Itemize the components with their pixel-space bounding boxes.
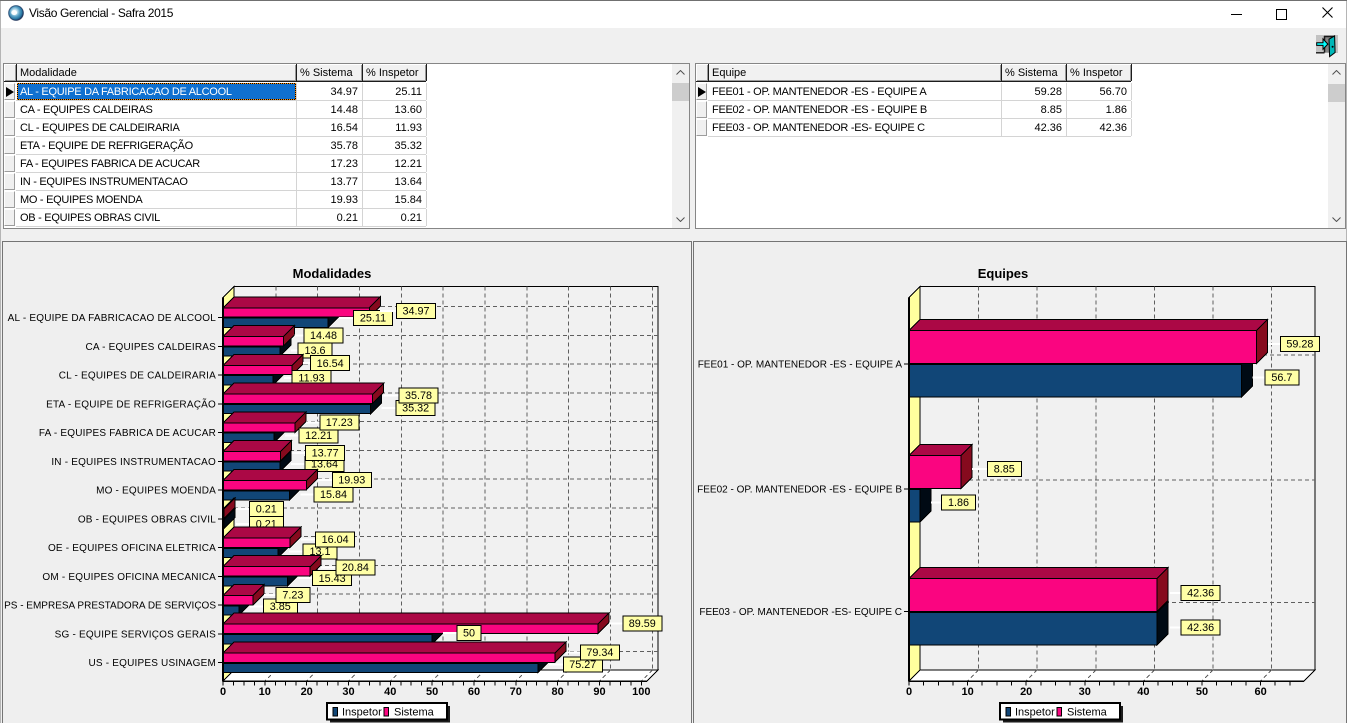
svg-text:15.43: 15.43 bbox=[319, 573, 346, 585]
svg-text:0: 0 bbox=[220, 686, 226, 698]
svg-text:0.21: 0.21 bbox=[256, 503, 277, 515]
svg-text:60: 60 bbox=[468, 686, 480, 698]
svg-text:42.36: 42.36 bbox=[1187, 622, 1214, 634]
svg-text:FEE01 - OP. MANTENEDOR -ES - E: FEE01 - OP. MANTENEDOR -ES - EQUIPE A bbox=[698, 359, 903, 370]
svg-text:10: 10 bbox=[961, 686, 973, 698]
svg-text:14.48: 14.48 bbox=[310, 330, 337, 342]
svg-text:90: 90 bbox=[593, 686, 605, 698]
svg-text:20: 20 bbox=[1020, 686, 1032, 698]
svg-text:MO - EQUIPES MOENDA: MO - EQUIPES MOENDA bbox=[96, 486, 216, 497]
svg-text:CL - EQUIPES DE CALDEIRARIA: CL - EQUIPES DE CALDEIRARIA bbox=[59, 371, 216, 382]
svg-text:15.84: 15.84 bbox=[320, 489, 347, 501]
svg-text:30: 30 bbox=[342, 686, 354, 698]
svg-text:FEE02 - OP. MANTENEDOR -ES - E: FEE02 - OP. MANTENEDOR -ES - EQUIPE B bbox=[697, 484, 902, 495]
svg-text:75.27: 75.27 bbox=[569, 659, 596, 671]
svg-text:FEE03 - OP. MANTENEDOR -ES- EQ: FEE03 - OP. MANTENEDOR -ES- EQUIPE C bbox=[699, 607, 902, 618]
svg-text:IN - EQUIPES INSTRUMENTACAO: IN - EQUIPES INSTRUMENTACAO bbox=[51, 457, 216, 468]
svg-text:16.54: 16.54 bbox=[317, 358, 344, 370]
svg-text:35.32: 35.32 bbox=[402, 403, 429, 415]
svg-text:0: 0 bbox=[906, 686, 912, 698]
svg-text:8.85: 8.85 bbox=[994, 464, 1015, 476]
svg-text:US - EQUIPES USINAGEM: US - EQUIPES USINAGEM bbox=[88, 658, 216, 669]
svg-text:11.93: 11.93 bbox=[298, 373, 324, 385]
svg-text:OM - EQUIPES OFICINA MECANICA: OM - EQUIPES OFICINA MECANICA bbox=[42, 572, 216, 583]
svg-text:OB - EQUIPES OBRAS CIVIL: OB - EQUIPES OBRAS CIVIL bbox=[78, 514, 216, 525]
svg-text:20.84: 20.84 bbox=[342, 562, 369, 574]
svg-text:89.59: 89.59 bbox=[629, 618, 656, 630]
svg-text:19.93: 19.93 bbox=[338, 475, 365, 487]
svg-text:SG - EQUIPE SERVIÇOS GERAIS: SG - EQUIPE SERVIÇOS GERAIS bbox=[55, 630, 216, 641]
svg-text:13.64: 13.64 bbox=[311, 459, 338, 471]
svg-text:56.7: 56.7 bbox=[1271, 372, 1292, 384]
svg-text:34.97: 34.97 bbox=[402, 306, 429, 318]
svg-text:12.21: 12.21 bbox=[305, 430, 332, 442]
svg-text:50: 50 bbox=[1196, 686, 1208, 698]
svg-text:16.04: 16.04 bbox=[322, 534, 349, 546]
svg-text:40: 40 bbox=[1137, 686, 1149, 698]
svg-text:Sistema: Sistema bbox=[394, 706, 435, 718]
svg-text:79.34: 79.34 bbox=[586, 647, 613, 659]
svg-text:7.23: 7.23 bbox=[282, 590, 303, 602]
svg-text:Sistema: Sistema bbox=[1067, 706, 1108, 718]
svg-text:80: 80 bbox=[551, 686, 563, 698]
svg-text:70: 70 bbox=[510, 686, 522, 698]
svg-text:AL - EQUIPE DA FABRICACAO DE A: AL - EQUIPE DA FABRICACAO DE ALCOOL bbox=[8, 313, 217, 324]
svg-text:1.86: 1.86 bbox=[948, 497, 969, 509]
svg-text:OE - EQUIPES OFICINA ELETRICA: OE - EQUIPES OFICINA ELETRICA bbox=[48, 543, 216, 554]
svg-text:PS - EMPRESA PRESTADORA DE SER: PS - EMPRESA PRESTADORA DE SERVIÇOS bbox=[4, 601, 216, 612]
svg-text:3.85: 3.85 bbox=[270, 601, 291, 613]
svg-text:Inspetor: Inspetor bbox=[342, 706, 382, 718]
svg-text:20: 20 bbox=[301, 686, 313, 698]
svg-text:25.11: 25.11 bbox=[360, 313, 386, 325]
svg-text:13.77: 13.77 bbox=[312, 447, 339, 459]
svg-text:59.28: 59.28 bbox=[1286, 339, 1313, 351]
svg-text:CA - EQUIPES CALDEIRAS: CA - EQUIPES CALDEIRAS bbox=[85, 342, 216, 353]
svg-text:30: 30 bbox=[1079, 686, 1091, 698]
svg-text:ETA - EQUIPE DE REFRIGERAÇÃO: ETA - EQUIPE DE REFRIGERAÇÃO bbox=[46, 397, 216, 410]
svg-text:40: 40 bbox=[384, 686, 396, 698]
svg-text:50: 50 bbox=[463, 627, 475, 639]
svg-text:Equipes: Equipes bbox=[978, 266, 1029, 281]
svg-text:10: 10 bbox=[259, 686, 271, 698]
svg-text:35.78: 35.78 bbox=[405, 390, 432, 402]
svg-text:FA - EQUIPES FABRICA DE ACUCAR: FA - EQUIPES FABRICA DE ACUCAR bbox=[39, 428, 216, 439]
svg-text:Modalidades: Modalidades bbox=[293, 266, 372, 281]
svg-text:42.36: 42.36 bbox=[1187, 588, 1214, 600]
svg-text:Inspetor: Inspetor bbox=[1015, 706, 1055, 718]
svg-text:60: 60 bbox=[1254, 686, 1266, 698]
svg-text:50: 50 bbox=[426, 686, 438, 698]
svg-text:13.6: 13.6 bbox=[304, 345, 325, 357]
svg-text:100: 100 bbox=[632, 686, 650, 698]
svg-text:17.23: 17.23 bbox=[326, 417, 353, 429]
